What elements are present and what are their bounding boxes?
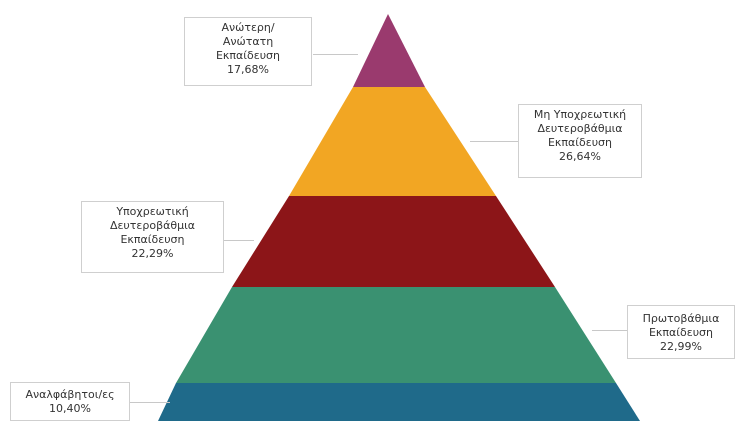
label-value: 26,64% xyxy=(559,150,601,163)
pyramid-band-noncompulsory xyxy=(289,87,496,196)
label-value: 22,99% xyxy=(660,340,702,353)
label-line: Εκπαίδευση xyxy=(215,49,280,62)
connector-noncompulsory xyxy=(470,141,518,142)
label-line: Πρωτοβάθμια xyxy=(642,312,720,325)
label-line: Ανώτατη xyxy=(222,35,274,48)
pyramid-band-higher xyxy=(353,14,425,87)
label-line: Εκπαίδευση xyxy=(648,326,713,339)
label-primary-education: Πρωτοβάθμια Εκπαίδευση 22,99% xyxy=(627,305,735,359)
label-value: 10,40% xyxy=(49,402,91,415)
label-line: Αναλφάβητοι/ες xyxy=(25,388,115,401)
label-line: Δευτεροβάθμια xyxy=(537,122,623,135)
label-line: Εκπαίδευση xyxy=(120,233,185,246)
label-line: Δευτεροβάθμια xyxy=(109,219,196,232)
pyramid-band-illiterate xyxy=(158,383,640,421)
label-value: 22,29% xyxy=(131,247,174,260)
connector-illiterate xyxy=(130,402,170,403)
connector-higher xyxy=(313,54,358,55)
label-line: Υποχρεωτική xyxy=(116,205,189,218)
label-illiterate: Αναλφάβητοι/ες 10,40% xyxy=(10,382,130,421)
connector-compulsory xyxy=(224,240,254,241)
label-line: Μη Υποχρεωτική xyxy=(533,108,627,121)
label-line: Εκπαίδευση xyxy=(547,136,612,149)
label-higher-education: Ανώτερη/ Ανώτατη Εκπαίδευση 17,68% xyxy=(184,17,312,86)
pyramid-band-primary xyxy=(176,287,616,383)
pyramid-band-compulsory xyxy=(232,196,555,287)
label-noncompulsory-secondary: Μη Υποχρεωτική Δευτεροβάθμια Εκπαίδευση … xyxy=(518,104,642,178)
connector-primary xyxy=(592,330,627,331)
label-value: 17,68% xyxy=(227,63,269,76)
label-line: Ανώτερη/ xyxy=(221,21,275,34)
label-compulsory-secondary: Υποχρεωτική Δευτεροβάθμια Εκπαίδευση 22,… xyxy=(81,201,224,273)
